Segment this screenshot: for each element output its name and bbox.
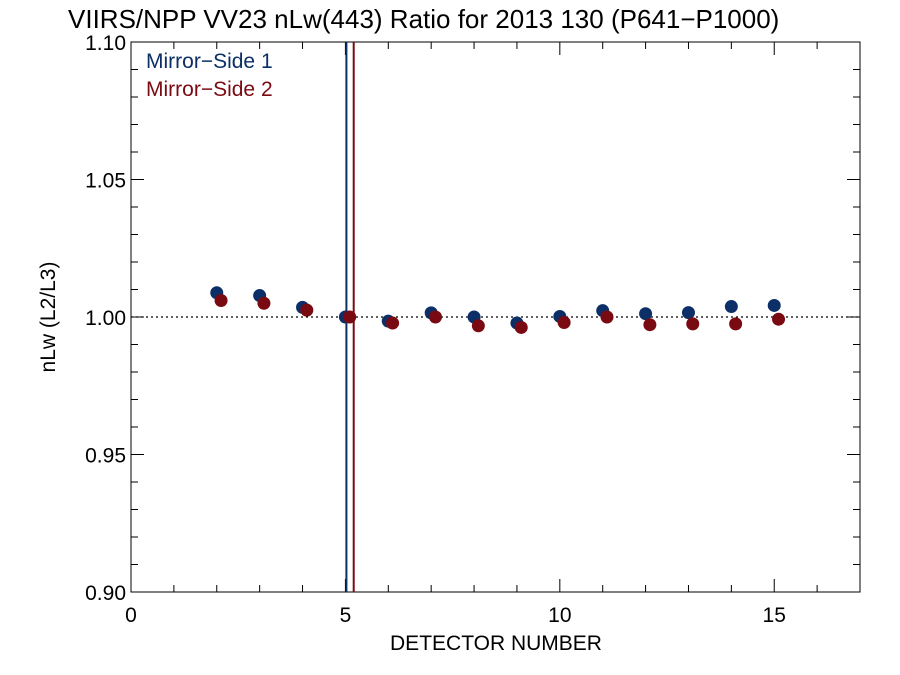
series-1-point bbox=[681, 306, 695, 320]
y-axis-label: nLw (L2/L3) bbox=[37, 262, 60, 373]
x-tick-label: 0 bbox=[125, 604, 137, 627]
series-2-point bbox=[557, 316, 571, 329]
legend-entry-1: Mirror−Side 1 bbox=[146, 50, 273, 73]
series-2-point bbox=[471, 319, 485, 333]
legend: Mirror−Side 1 Mirror−Side 2 bbox=[146, 50, 273, 101]
y-tick-label: 0.90 bbox=[85, 582, 126, 605]
series-2-point bbox=[772, 312, 786, 326]
plot-frame bbox=[130, 41, 861, 593]
series-1-point bbox=[639, 307, 653, 321]
series-2-point bbox=[428, 310, 442, 324]
series-2-point bbox=[343, 310, 357, 324]
series-2-point bbox=[643, 318, 657, 332]
x-tick-label: 5 bbox=[340, 604, 352, 627]
series-2-point bbox=[300, 303, 314, 317]
series-1-point bbox=[724, 300, 738, 314]
x-tick-label: 15 bbox=[763, 604, 786, 627]
y-tick-label: 1.00 bbox=[85, 307, 126, 330]
chart-title: VIIRS/NPP VV23 nLw(443) Ratio for 2013 1… bbox=[68, 4, 779, 34]
legend-entry-2: Mirror−Side 2 bbox=[146, 78, 273, 101]
series-2-point bbox=[686, 317, 700, 331]
x-tick-label: 10 bbox=[548, 604, 571, 627]
series-2-point bbox=[257, 296, 271, 310]
data-points bbox=[210, 286, 786, 334]
series-2-point bbox=[214, 294, 228, 307]
axis-ticks bbox=[130, 41, 861, 593]
y-tick-label: 1.05 bbox=[85, 170, 126, 193]
series-2-point bbox=[600, 310, 614, 324]
y-tick-label: 0.95 bbox=[85, 445, 126, 468]
series-2-point bbox=[729, 317, 743, 331]
series-2-point bbox=[386, 316, 400, 330]
series-1-point bbox=[767, 298, 781, 312]
x-axis-label: DETECTOR NUMBER bbox=[390, 632, 602, 655]
tick-labels: 0 5 10 15 0.90 0.95 1.00 1.05 1.10 bbox=[85, 32, 786, 627]
series-2-point bbox=[514, 320, 528, 334]
y-tick-label: 1.10 bbox=[85, 32, 126, 55]
